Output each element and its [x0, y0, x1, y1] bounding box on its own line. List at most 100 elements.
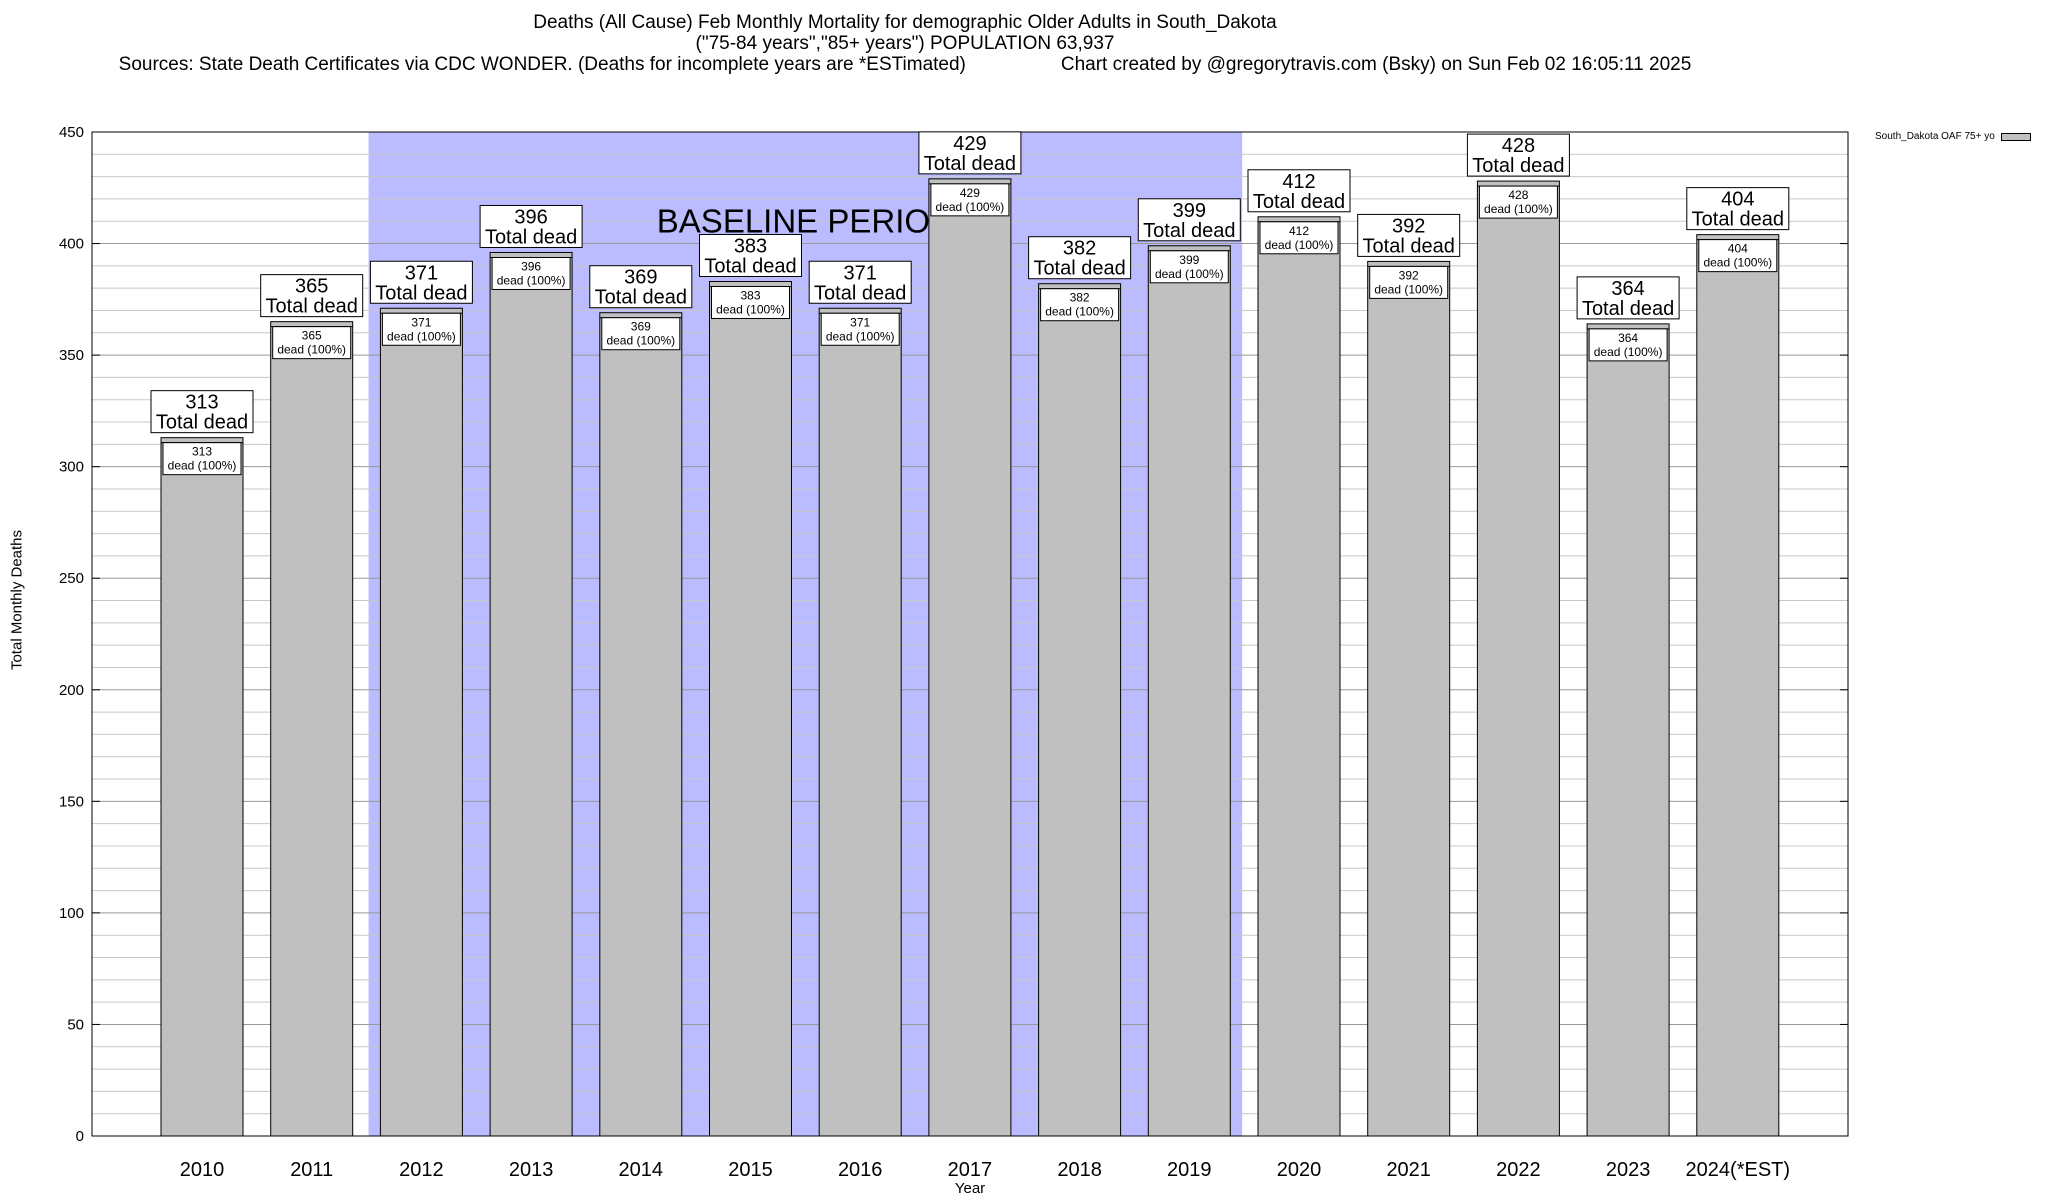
- bar-top-label-box: [1247, 169, 1351, 213]
- x-tick-label: 2013: [509, 1159, 554, 1181]
- legend-label: South_Dakota OAF 75+ yo: [1875, 131, 1995, 142]
- y-tick-label: 50: [67, 1016, 84, 1033]
- bar-top-label-box: [1137, 198, 1241, 242]
- bar-inner-value-label: 364: [1618, 331, 1638, 345]
- bar-inner-label-box: [1369, 265, 1449, 299]
- bar-inner-percent-label: dead (100%): [826, 329, 895, 343]
- bar-inner-value-label: 412: [1289, 224, 1309, 238]
- bar-value-label: 364: [1611, 278, 1644, 300]
- y-tick-label: 150: [59, 793, 84, 810]
- bar-value-label: 383: [734, 235, 767, 257]
- bar: [1696, 234, 1780, 1137]
- bar-inner-label-box: [1588, 328, 1668, 362]
- chart-title: Deaths (All Cause) Feb Monthly Mortality…: [533, 12, 1277, 33]
- y-axis-label-wrap: Total Monthly Deaths: [0, 400, 34, 800]
- bar: [1367, 260, 1451, 1137]
- bar-value-label: 396: [514, 206, 547, 228]
- bar: [818, 307, 902, 1137]
- y-tick-label: 200: [59, 682, 84, 699]
- bar-value-label: 429: [953, 133, 986, 155]
- x-tick-label: 2014: [619, 1159, 664, 1181]
- bar-inner-percent-label: dead (100%): [1045, 305, 1114, 319]
- bar-value-label: 412: [1282, 171, 1315, 193]
- bar-inner-percent-label: dead (100%): [277, 343, 346, 357]
- bar-inner-label-box: [1259, 221, 1339, 255]
- bar-value-label: 382: [1063, 238, 1096, 260]
- bar-top-label-box: [369, 260, 473, 304]
- bar-total-label: Total dead: [485, 226, 577, 248]
- bar-inner-value-label: 399: [1179, 253, 1199, 267]
- x-tick-label: 2020: [1277, 1159, 1322, 1181]
- x-tick-label: 2016: [838, 1159, 883, 1181]
- bar: [928, 178, 1012, 1137]
- bar: [379, 307, 463, 1137]
- chart-subtitle: ("75-84 years","85+ years") POPULATION 6…: [695, 33, 1115, 54]
- bar-top-label-box: [479, 204, 583, 248]
- bar-inner-percent-label: dead (100%): [1265, 238, 1334, 252]
- bar-value-label: 392: [1392, 215, 1425, 237]
- bar-value-label: 399: [1173, 200, 1206, 222]
- bar-total-label: Total dead: [814, 282, 906, 304]
- bar-top-label-box: [150, 390, 254, 434]
- bar-top-label-box: [1466, 133, 1570, 177]
- legend-swatch: [2000, 132, 2031, 141]
- bar: [270, 321, 354, 1137]
- bar-inner-percent-label: dead (100%): [497, 273, 566, 287]
- bar-top-label-box: [1576, 276, 1680, 320]
- x-tick-label: 2010: [180, 1159, 225, 1181]
- x-tick-label: 2015: [728, 1159, 773, 1181]
- bar-top-label-box: [260, 274, 364, 318]
- x-axis-label: Year: [954, 1180, 986, 1197]
- bar-inner-percent-label: dead (100%): [716, 302, 785, 316]
- bar-inner-label-box: [381, 312, 461, 346]
- bar-total-label: Total dead: [375, 282, 467, 304]
- bar-top-label-box: [918, 131, 1022, 175]
- bar-inner-percent-label: dead (100%): [1484, 202, 1553, 216]
- bar-value-label: 404: [1721, 189, 1754, 211]
- bar-inner-label-box: [930, 183, 1010, 217]
- bar-inner-value-label: 369: [631, 320, 651, 334]
- bar-inner-value-label: 392: [1399, 268, 1419, 282]
- y-tick-label: 300: [59, 459, 84, 476]
- x-tick-label: 2023: [1606, 1159, 1651, 1181]
- bar-inner-percent-label: dead (100%): [387, 329, 456, 343]
- y-axis-label: Total Monthly Deaths: [8, 529, 26, 671]
- bar-top-label-box: [589, 265, 693, 309]
- y-tick-label: 250: [59, 570, 84, 587]
- bar: [489, 251, 573, 1137]
- bar-total-label: Total dead: [595, 287, 687, 309]
- x-tick-label: 2021: [1386, 1159, 1431, 1181]
- bar-inner-value-label: 371: [850, 315, 870, 329]
- bar-inner-percent-label: dead (100%): [936, 200, 1005, 214]
- bar: [709, 280, 792, 1137]
- bar-inner-percent-label: dead (100%): [1374, 282, 1443, 296]
- bar-value-label: 369: [624, 267, 657, 289]
- bar: [160, 437, 244, 1137]
- bar: [1147, 245, 1231, 1137]
- x-tick-label: 2022: [1496, 1159, 1541, 1181]
- bar-inner-label-box: [711, 285, 790, 319]
- bar-inner-value-label: 396: [521, 259, 541, 273]
- bar-total-label: Total dead: [1472, 155, 1564, 177]
- bar-inner-value-label: 404: [1728, 242, 1748, 256]
- x-tick-label: 2011: [290, 1159, 333, 1181]
- bar: [1257, 216, 1341, 1137]
- bar-total-label: Total dead: [1143, 220, 1235, 242]
- x-tick-label: 2019: [1167, 1159, 1212, 1181]
- bar-total-label: Total dead: [1253, 191, 1345, 213]
- bar-inner-value-label: 313: [192, 445, 212, 459]
- x-tick-label: 2012: [399, 1159, 444, 1181]
- y-tick-label: 400: [59, 236, 84, 253]
- bar-top-label-box: [699, 233, 802, 277]
- bar-inner-value-label: 429: [960, 186, 980, 200]
- bar-value-label: 371: [844, 262, 877, 284]
- bar-inner-percent-label: dead (100%): [1594, 345, 1663, 359]
- y-tick-label: 0: [76, 1128, 84, 1145]
- y-tick-label: 350: [59, 347, 84, 364]
- bar-top-label-box: [1357, 213, 1461, 257]
- bar-inner-percent-label: dead (100%): [168, 459, 237, 473]
- x-tick-label: 2024(*EST): [1686, 1159, 1791, 1181]
- bar-inner-value-label: 383: [740, 288, 760, 302]
- bar-total-label: Total dead: [1033, 258, 1125, 280]
